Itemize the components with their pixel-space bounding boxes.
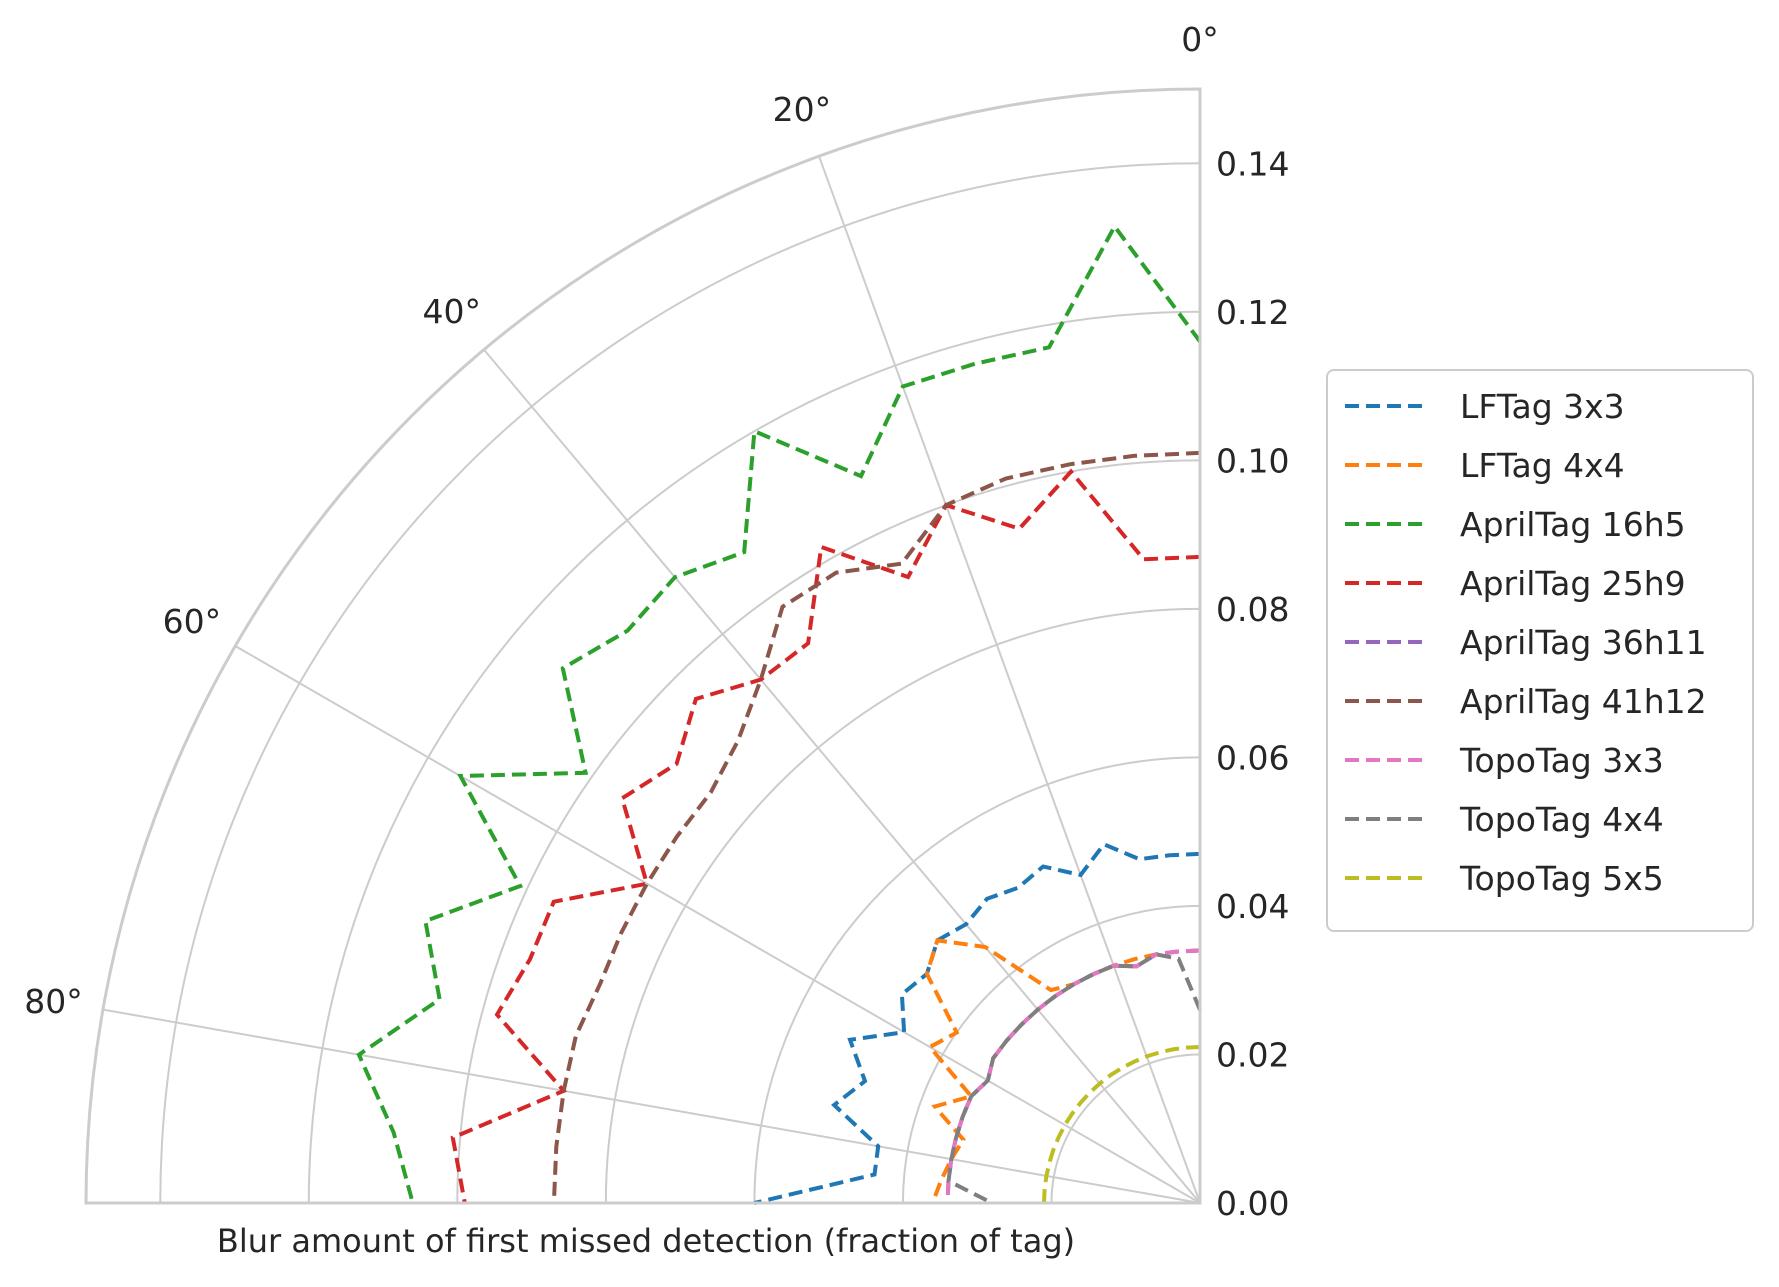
theta-tick-label: 40° xyxy=(422,292,481,331)
theta-gridline xyxy=(483,348,1201,1204)
legend-label: LFTag 4x4 xyxy=(1460,446,1625,485)
theta-tick-label: 60° xyxy=(163,602,222,641)
legend-label: TopoTag 4x4 xyxy=(1459,800,1664,839)
series-line-apriltag-25h9 xyxy=(450,468,1201,1204)
r-tick-label: 0.12 xyxy=(1216,293,1289,332)
theta-gridline xyxy=(234,645,1201,1204)
r-tick-label: 0.02 xyxy=(1216,1035,1289,1074)
r-tick-label: 0.06 xyxy=(1216,738,1289,777)
r-gridline xyxy=(604,607,1201,1204)
series-line-lftag-3x3 xyxy=(753,841,1201,1205)
theta-tick-label: 0° xyxy=(1181,20,1219,59)
theta-gridline xyxy=(102,1008,1201,1204)
series-line-topotag-4x4 xyxy=(946,952,1202,1205)
tick-labels: 0.00 0.02 0.04 0.06 0.08 0.10 0.12 0.14 0° 20° 40°… xyxy=(24,20,1289,1223)
legend-label: TopoTag 5x5 xyxy=(1459,859,1664,898)
r-gridline xyxy=(456,459,1201,1204)
legend-label: AprilTag 16h5 xyxy=(1460,505,1686,544)
r-gridline xyxy=(159,162,1201,1204)
legend-label: TopoTag 3x3 xyxy=(1459,741,1664,780)
polar-grid xyxy=(102,89,1201,1204)
r-gridline xyxy=(901,904,1201,1204)
legend: LFTag 3x3 LFTag 4x4 AprilTag 16h5 AprilTag … xyxy=(1326,369,1754,932)
polar-frame xyxy=(84,87,1202,1205)
legend-label: AprilTag 25h9 xyxy=(1460,564,1686,603)
series-line-lftag-4x4 xyxy=(924,938,1201,1204)
legend-frame xyxy=(1326,369,1754,932)
r-gridline xyxy=(753,756,1201,1204)
plot-area xyxy=(356,222,1202,1205)
theta-tick-label: 20° xyxy=(773,90,832,129)
legend-label: AprilTag 36h11 xyxy=(1460,623,1707,662)
polar-spine xyxy=(84,87,1202,1205)
x-axis-label: Blur amount of first missed detection (f… xyxy=(217,1222,1075,1260)
r-tick-label: 0.04 xyxy=(1216,887,1289,926)
theta-gridline xyxy=(818,155,1201,1204)
r-tick-label: 0.08 xyxy=(1216,590,1289,629)
r-tick-label: 0.00 xyxy=(1216,1184,1289,1223)
r-tick-label: 0.10 xyxy=(1216,441,1289,480)
series-line-apriltag-41h12 xyxy=(551,450,1201,1204)
legend-label: AprilTag 41h12 xyxy=(1460,682,1707,721)
legend-label: LFTag 3x3 xyxy=(1460,387,1625,426)
r-gridline xyxy=(307,310,1201,1204)
r-tick-label: 0.14 xyxy=(1216,144,1289,183)
series-line-apriltag-16h5 xyxy=(356,222,1202,1204)
r-gridline xyxy=(1050,1053,1201,1204)
theta-tick-label: 80° xyxy=(24,982,83,1021)
